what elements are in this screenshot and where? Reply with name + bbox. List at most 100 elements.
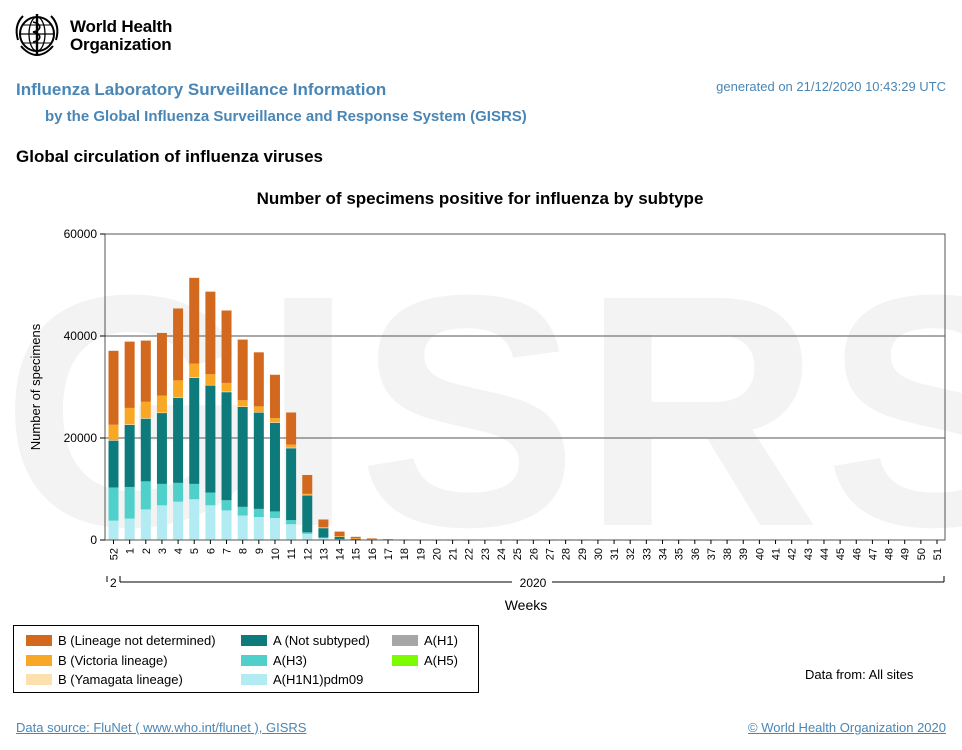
x-tick-label: 23 xyxy=(480,548,492,560)
bar-segment xyxy=(237,406,248,407)
bar-segment xyxy=(302,532,313,534)
x-tick-label: 9 xyxy=(254,548,266,554)
x-tick-label: 44 xyxy=(819,548,831,560)
bar-segment xyxy=(189,363,200,378)
bar-segment xyxy=(108,440,119,441)
bar-segment xyxy=(108,520,119,540)
x-tick-label: 33 xyxy=(641,548,653,560)
bar-segment xyxy=(253,352,264,407)
who-emblem-icon xyxy=(15,14,59,57)
legend-swatch xyxy=(26,634,52,646)
legend-item-b-yamagata: B (Yamagata lineage) xyxy=(26,671,183,687)
legend-item-a-h3: A(H3) xyxy=(241,652,307,668)
y-tick-label: 40000 xyxy=(64,329,98,343)
bars-group xyxy=(108,277,942,541)
x-tick-label: 25 xyxy=(512,548,524,560)
x-tick-label: 49 xyxy=(900,548,912,560)
year-label-prev: 2 xyxy=(110,576,117,590)
generated-timestamp: generated on 21/12/2020 10:43:29 UTC xyxy=(716,79,946,94)
bar-segment xyxy=(286,524,297,540)
bar-segment xyxy=(221,392,232,501)
legend-item-a-not-subtyped: A (Not subtyped) xyxy=(241,632,370,648)
bar-segment xyxy=(286,447,297,449)
legend-item-a-h1n1pdm09: A(H1N1)pdm09 xyxy=(241,671,363,687)
bar-segment xyxy=(318,537,329,539)
bar-segment xyxy=(318,527,329,538)
x-tick-label: 15 xyxy=(351,548,363,560)
bar-segment xyxy=(108,350,119,425)
x-tick-label: 35 xyxy=(674,548,686,560)
x-tick-label: 5 xyxy=(189,548,201,554)
x-tick-label: 11 xyxy=(286,548,298,559)
bar-segment xyxy=(140,340,151,402)
bar-segment xyxy=(189,377,200,378)
bar-segment xyxy=(124,424,135,425)
bar-segment xyxy=(286,444,297,448)
bar-segment xyxy=(124,518,135,540)
bar-segment xyxy=(173,308,184,381)
legend-label: B (Victoria lineage) xyxy=(58,652,168,668)
x-tick-label: 28 xyxy=(561,548,573,560)
legend-label: A(H3) xyxy=(273,652,307,668)
bar-segment xyxy=(189,499,200,540)
x-tick-label: 21 xyxy=(448,548,460,560)
influenza-chart: Number of specimens positive for influen… xyxy=(2,189,962,613)
x-tick-label: 27 xyxy=(544,548,556,560)
legend-swatch xyxy=(26,673,52,685)
bar-segment xyxy=(205,492,216,506)
bar-segment xyxy=(108,487,119,521)
bar-segment xyxy=(318,527,329,528)
y-tick-label: 60000 xyxy=(64,227,98,241)
legend-swatch xyxy=(241,673,267,685)
bar-segment xyxy=(108,440,119,488)
bar-segment xyxy=(269,422,280,512)
bar-segment xyxy=(156,483,167,506)
bar-segment xyxy=(253,517,264,540)
bar-segment xyxy=(350,536,361,539)
bar-segment xyxy=(302,494,313,496)
bar-segment xyxy=(334,531,345,537)
bar-segment xyxy=(140,401,151,419)
x-tick-label: 19 xyxy=(415,548,427,560)
legend-item-b-lineage-not-determined: B (Lineage not determined) xyxy=(26,632,216,648)
x-tick-label: 24 xyxy=(496,548,508,560)
org-name-line1: World Health xyxy=(70,17,173,36)
bar-segment xyxy=(173,380,184,398)
bar-segment xyxy=(366,538,377,540)
x-tick-label: 50 xyxy=(916,548,928,560)
bar-segment xyxy=(302,474,313,494)
bar-segment xyxy=(108,424,119,441)
bar-segment xyxy=(269,418,280,423)
data-source-link[interactable]: Data source: FluNet ( www.who.int/flunet… xyxy=(16,720,307,735)
bar-segment xyxy=(173,501,184,540)
x-tick-label: 4 xyxy=(173,548,185,554)
bar-segment xyxy=(253,412,264,509)
bar-segment xyxy=(302,493,313,495)
x-tick-label: 6 xyxy=(205,548,217,554)
bar-segment xyxy=(237,339,248,401)
bar-segment xyxy=(286,412,297,445)
x-tick-label: 32 xyxy=(625,548,637,560)
x-tick-label: 40 xyxy=(754,548,766,560)
bar-segment xyxy=(350,538,361,539)
bar-segment xyxy=(383,539,393,540)
bar-segment xyxy=(189,377,200,484)
org-name: World Health Organization xyxy=(70,18,172,54)
legend-item-a-h1: A(H1) xyxy=(392,632,458,648)
bar-segment xyxy=(156,413,167,484)
legend-swatch xyxy=(241,634,267,646)
x-tick-label: 37 xyxy=(706,548,718,560)
bar-segment xyxy=(156,412,167,414)
bar-segment xyxy=(269,422,280,423)
copyright-link[interactable]: © World Health Organization 2020 xyxy=(748,720,946,735)
page-title: Influenza Laboratory Surveillance Inform… xyxy=(16,80,387,99)
legend-swatch xyxy=(241,654,267,666)
x-tick-label: 1 xyxy=(125,548,137,554)
bar-segment xyxy=(140,509,151,540)
bar-segment xyxy=(334,536,345,539)
x-tick-label: 42 xyxy=(787,548,799,560)
legend-label: B (Lineage not determined) xyxy=(58,632,216,648)
bar-segment xyxy=(286,520,297,525)
bar-segment xyxy=(124,424,135,487)
bar-segment xyxy=(269,374,280,419)
